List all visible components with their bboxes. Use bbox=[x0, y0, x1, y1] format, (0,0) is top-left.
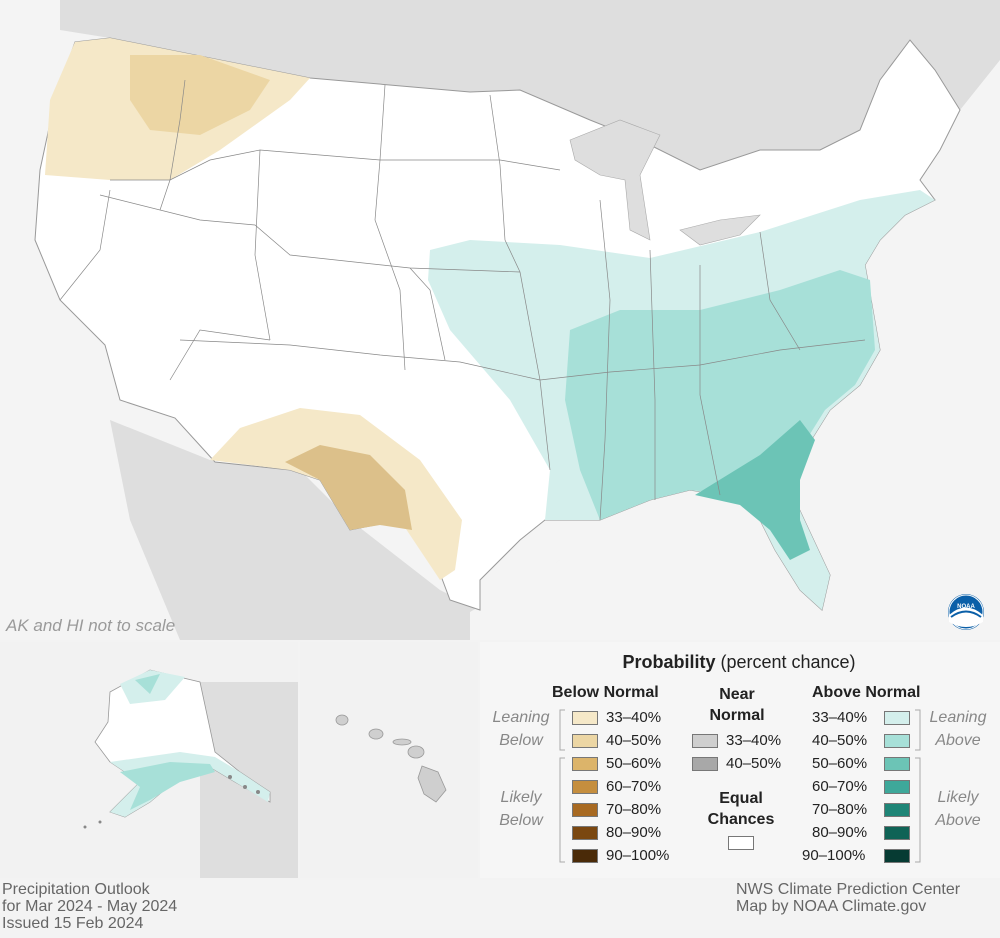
likely-above-label: Likely Above bbox=[935, 789, 981, 829]
above-label-0: 33–40% bbox=[812, 709, 868, 726]
above-normal-50-60-southeast-coast bbox=[695, 420, 815, 560]
near-swatch-1 bbox=[692, 757, 718, 771]
outlook-issued: Issued 15 Feb 2024 bbox=[2, 915, 144, 932]
above-swatch-1 bbox=[884, 734, 910, 748]
legend-title: Probability (percent chance) bbox=[622, 652, 856, 672]
below-normal-40-50-texas bbox=[285, 445, 412, 530]
equal-chances-swatch bbox=[728, 836, 754, 850]
below-swatch-1 bbox=[572, 734, 598, 748]
hawaii-island-kauai bbox=[335, 714, 349, 726]
outlook-title: Precipitation Outlook bbox=[2, 881, 150, 898]
equal-chances-header: Equal Chances bbox=[707, 790, 775, 828]
mexico-landmass bbox=[110, 420, 570, 640]
footer-left: Precipitation Outlook for Mar 2024 - May… bbox=[2, 881, 177, 932]
near-swatch-0 bbox=[692, 734, 718, 748]
above-label-5: 80–90% bbox=[812, 824, 868, 841]
likely-below-label: Likely Below bbox=[499, 789, 543, 829]
hawaii-island-molokai bbox=[392, 738, 412, 746]
below-swatch-2 bbox=[572, 757, 598, 771]
hawaii-island-oahu bbox=[368, 728, 384, 740]
above-swatch-5 bbox=[884, 826, 910, 840]
alaska-inset bbox=[0, 642, 298, 878]
noaa-logo-text: NOAA bbox=[957, 604, 975, 610]
below-normal-40-50-northwest bbox=[130, 55, 270, 135]
above-label-3: 60–70% bbox=[812, 778, 868, 795]
inset-scale-note: AK and HI not to scale bbox=[6, 616, 176, 635]
above-swatch-4 bbox=[884, 803, 910, 817]
below-swatch-3 bbox=[572, 780, 598, 794]
above-label-6: 90–100% bbox=[802, 847, 866, 864]
hawaii-island-maui bbox=[407, 745, 425, 759]
great-lakes bbox=[569, 119, 661, 241]
credit-cpc: NWS Climate Prediction Center bbox=[736, 881, 961, 898]
hawaii-island-big-island bbox=[417, 765, 447, 803]
outlook-period: for Mar 2024 - May 2024 bbox=[2, 898, 178, 915]
near-label-0: 33–40% bbox=[726, 732, 782, 749]
above-swatch-6 bbox=[884, 849, 910, 863]
legend-brackets bbox=[559, 709, 921, 863]
below-normal-header: Below Normal bbox=[552, 684, 659, 701]
below-swatch-5 bbox=[572, 826, 598, 840]
below-label-3: 60–70% bbox=[606, 778, 662, 795]
below-swatch-6 bbox=[572, 849, 598, 863]
above-label-4: 70–80% bbox=[812, 801, 868, 818]
above-swatch-0 bbox=[884, 711, 910, 725]
leaning-above-label: Leaning Above bbox=[929, 709, 987, 749]
hawaii-inset bbox=[300, 642, 478, 878]
above-swatch-3 bbox=[884, 780, 910, 794]
below-swatch-4 bbox=[572, 803, 598, 817]
conus-map: NOAA bbox=[34, 0, 1000, 640]
above-label-1: 40–50% bbox=[812, 732, 868, 749]
above-swatch-2 bbox=[884, 757, 910, 771]
footer-right: NWS Climate Prediction Center Map by NOA… bbox=[736, 881, 998, 915]
noaa-logo-icon: NOAA bbox=[948, 594, 984, 630]
alaska-above-40-50-south bbox=[120, 762, 215, 810]
below-label-2: 50–60% bbox=[606, 755, 662, 772]
credit-climate-gov: Map by NOAA Climate.gov bbox=[736, 898, 927, 915]
above-label-2: 50–60% bbox=[812, 755, 868, 772]
below-label-0: 33–40% bbox=[606, 709, 662, 726]
below-label-4: 70–80% bbox=[606, 801, 662, 818]
below-swatch-0 bbox=[572, 711, 598, 725]
below-label-6: 90–100% bbox=[606, 847, 670, 864]
alaska-above-40-50-north bbox=[135, 674, 160, 694]
leaning-below-label: Leaning Below bbox=[492, 709, 550, 749]
near-label-1: 40–50% bbox=[726, 755, 782, 772]
above-normal-header: Above Normal bbox=[812, 684, 921, 701]
canada-landmass bbox=[60, 0, 1000, 170]
near-normal-header: Near Normal bbox=[709, 686, 765, 724]
below-label-5: 80–90% bbox=[606, 824, 662, 841]
below-label-1: 40–50% bbox=[606, 732, 662, 749]
